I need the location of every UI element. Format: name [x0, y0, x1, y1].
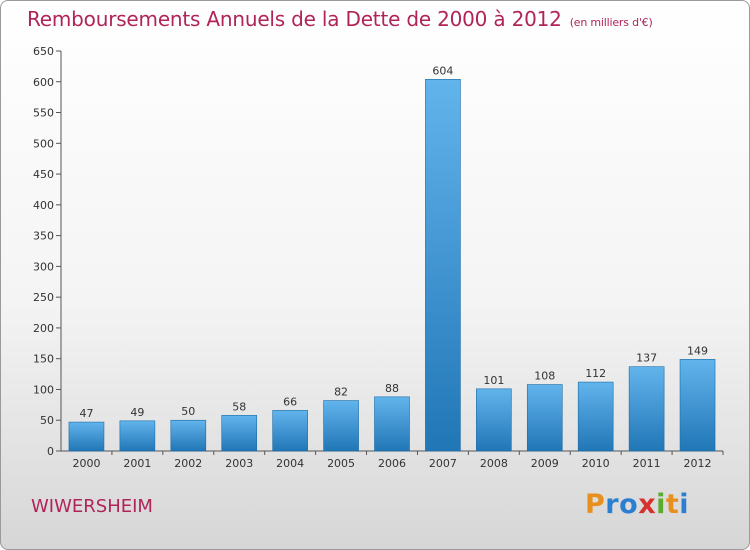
bar [679, 359, 716, 452]
logo-letter: i [679, 489, 690, 520]
chart-unit: (en milliers d'€) [569, 16, 653, 29]
y-tick-label: 650 [33, 45, 54, 58]
x-tick-label: 2002 [174, 457, 202, 470]
bar [119, 420, 156, 452]
bar-value-label: 82 [334, 386, 348, 399]
y-tick-label: 200 [33, 322, 54, 335]
x-tick-label: 2007 [429, 457, 457, 470]
x-tick-label: 2001 [123, 457, 151, 470]
logo-letter: x [638, 489, 657, 520]
bar [272, 410, 308, 452]
y-tick-label: 400 [33, 199, 54, 212]
y-tick-label: 100 [33, 383, 54, 396]
y-tick-label: 50 [40, 414, 54, 427]
logo-letter: o [619, 489, 639, 520]
y-tick-label: 550 [33, 107, 54, 120]
y-tick-label: 600 [33, 76, 54, 89]
bar-value-label: 49 [130, 406, 144, 419]
chart-title-text: Remboursements Annuels de la Dette de 20… [27, 7, 562, 31]
bar [68, 421, 105, 452]
bar-value-label: 47 [79, 407, 93, 420]
chart-title: Remboursements Annuels de la Dette de 20… [27, 7, 653, 31]
logo-letter: i [656, 489, 666, 520]
bar-value-label: 58 [232, 400, 246, 413]
logo-letter: t [665, 489, 680, 520]
x-tick-label: 2004 [276, 457, 304, 470]
bar-value-label: 137 [636, 352, 657, 365]
proxiti-logo: Proxiti [585, 489, 689, 520]
bars: 47 49 50 58 66 82 88 604 101 108 112 137 149 [68, 64, 716, 452]
bar-value-label: 101 [483, 374, 504, 387]
y-tick-label: 0 [47, 445, 54, 458]
y-tick-label: 300 [33, 260, 54, 273]
y-tick-label: 450 [33, 168, 54, 181]
x-tick-label: 2009 [531, 457, 559, 470]
y-tick-label: 250 [33, 291, 54, 304]
bar [476, 388, 512, 452]
y-axis: 0 50 100 150 200 250 300 350 400 450 500 550 600 650 [33, 45, 62, 458]
x-tick-label: 2010 [582, 457, 610, 470]
bar [628, 366, 665, 452]
bar-value-label: 149 [687, 344, 708, 357]
bar [577, 381, 614, 452]
x-tick-label: 2011 [633, 457, 661, 470]
bar-value-label: 108 [534, 370, 555, 383]
bar [374, 396, 410, 452]
x-tick-label: 2003 [225, 457, 253, 470]
logo-letter: r [605, 489, 620, 520]
x-tick-label: 2000 [72, 457, 100, 470]
bar-value-label: 66 [283, 395, 297, 408]
x-tick-label: 2006 [378, 457, 406, 470]
y-tick-label: 500 [33, 137, 54, 150]
bar-value-label: 50 [181, 405, 195, 418]
y-tick-label: 350 [33, 230, 54, 243]
logo-letter: P [585, 489, 606, 520]
bar-value-label: 112 [585, 367, 606, 380]
bar [425, 79, 461, 452]
x-axis: 2000 2001 2002 2003 2004 2005 2006 2007 2008 2009… [61, 450, 724, 470]
bar [221, 415, 258, 452]
bar [323, 400, 359, 452]
bar [526, 384, 563, 452]
x-tick-label: 2008 [480, 457, 508, 470]
x-tick-label: 2005 [327, 457, 355, 470]
town-name: WIWERSHEIM [31, 496, 153, 517]
bar [170, 419, 207, 452]
bar-value-label: 88 [385, 382, 399, 395]
x-tick-label: 2012 [684, 457, 712, 470]
y-tick-label: 150 [33, 353, 54, 366]
bar-value-label: 604 [432, 64, 453, 77]
